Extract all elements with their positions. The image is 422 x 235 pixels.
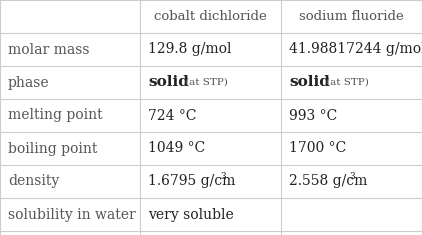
Text: 129.8 g/mol: 129.8 g/mol (148, 43, 232, 56)
Text: 1049 °C: 1049 °C (148, 141, 205, 156)
Text: sodium fluoride: sodium fluoride (299, 10, 404, 23)
Text: melting point: melting point (8, 109, 103, 122)
Text: solubility in water: solubility in water (8, 208, 136, 222)
Text: solid: solid (148, 75, 189, 90)
Text: 993 °C: 993 °C (289, 109, 337, 122)
Text: molar mass: molar mass (8, 43, 89, 56)
Text: density: density (8, 175, 59, 188)
Text: very soluble: very soluble (148, 208, 234, 222)
Text: solid: solid (289, 75, 330, 90)
Text: 724 °C: 724 °C (148, 109, 197, 122)
Text: (at STP): (at STP) (326, 78, 369, 87)
Text: 2.558 g/cm: 2.558 g/cm (289, 175, 368, 188)
Text: phase: phase (8, 75, 50, 90)
Text: 3: 3 (349, 172, 354, 181)
Text: 1.6795 g/cm: 1.6795 g/cm (148, 175, 235, 188)
Text: 41.98817244 g/mol: 41.98817244 g/mol (289, 43, 422, 56)
Text: cobalt dichloride: cobalt dichloride (154, 10, 267, 23)
Text: boiling point: boiling point (8, 141, 97, 156)
Text: 1700 °C: 1700 °C (289, 141, 346, 156)
Text: 3: 3 (220, 172, 226, 181)
Text: (at STP): (at STP) (185, 78, 228, 87)
